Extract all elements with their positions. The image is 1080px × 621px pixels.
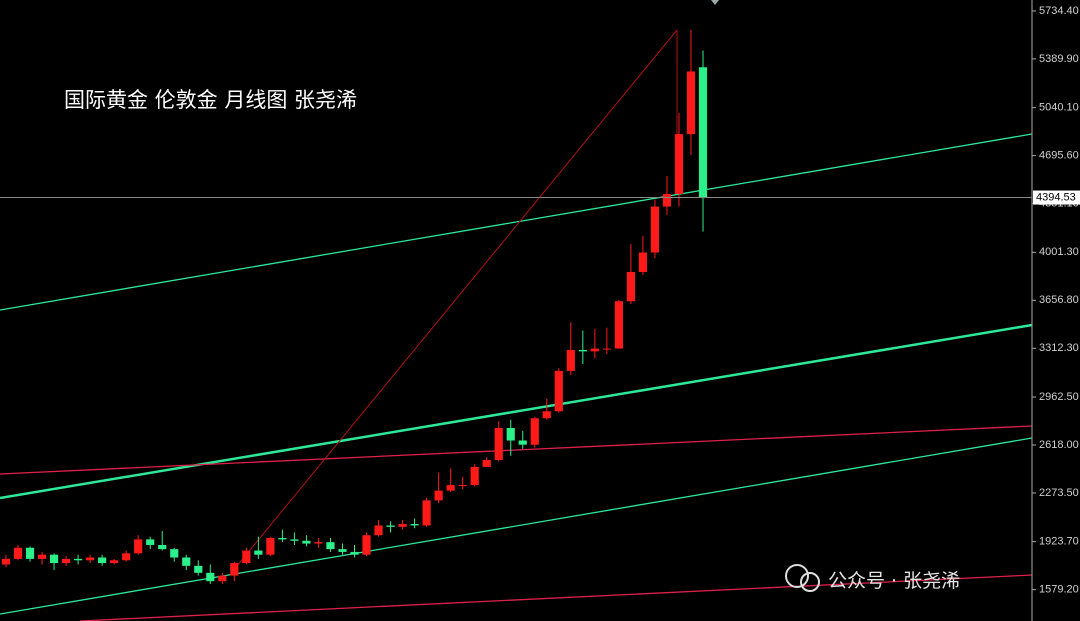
trend-lines (0, 29, 1033, 621)
y-tick-label: 3312.30 (1039, 342, 1079, 354)
y-tick-label: 2962.50 (1039, 391, 1079, 403)
candle-body (74, 558, 83, 561)
trend-line (79, 574, 1033, 621)
price-tag-bg (1033, 190, 1080, 205)
candle-body (122, 553, 131, 561)
watermark-icon (800, 572, 820, 592)
candle-body (686, 71, 696, 135)
overlay: 4394.53 (0, 190, 1080, 205)
candle-body (134, 539, 143, 554)
candle-body (626, 271, 635, 302)
candle-body (206, 572, 215, 582)
trend-line (0, 133, 1033, 311)
candle-body (506, 427, 515, 441)
candle-body (410, 524, 419, 526)
candle-body (266, 537, 275, 555)
candle-body (25, 547, 35, 559)
candle-body (482, 460, 491, 467)
y-tick-label: 1923.70 (1039, 536, 1079, 548)
trend-line (0, 425, 1033, 475)
marker (711, 0, 719, 5)
watermark: 公众号 · 张尧浠 (785, 564, 960, 592)
candle-body (218, 575, 227, 582)
y-axis: 5734.405389.905040.104695.604351.104001.… (1032, 5, 1079, 596)
candle-body (13, 547, 23, 559)
candle-body (494, 427, 503, 461)
candle-body (614, 301, 623, 349)
candle-body (194, 565, 203, 573)
candle-body (242, 550, 251, 564)
candle-body (278, 537, 287, 540)
y-tick-label: 4001.30 (1039, 246, 1079, 258)
candle-body (386, 525, 395, 527)
candle-body (602, 348, 611, 350)
candle-body (326, 542, 335, 550)
candle-body (446, 485, 455, 491)
y-tick-label: 5389.90 (1039, 53, 1079, 65)
plot-area (1, 29, 708, 584)
candle-body (422, 500, 431, 526)
candle-body (170, 549, 179, 558)
candle-body (518, 440, 527, 445)
candle-body (566, 349, 575, 371)
candle-body (662, 194, 672, 207)
candle-body (49, 554, 59, 564)
trend-line (0, 437, 1033, 615)
candle-body (554, 370, 563, 412)
y-tick-label: 5040.10 (1039, 102, 1079, 114)
candle-body (470, 466, 479, 486)
watermark-text: 公众号 · 张尧浠 (828, 570, 960, 592)
candle-body (110, 560, 119, 564)
candle-body (314, 542, 323, 544)
candle-body (638, 252, 647, 272)
candle-body (350, 551, 359, 555)
candle-body (398, 524, 407, 527)
trend-line (231, 29, 678, 573)
y-tick-label: 2273.50 (1039, 487, 1079, 499)
candle-body (86, 557, 95, 561)
candle-body (158, 544, 167, 550)
chart-title: 国际黄金 伦敦金 月线图 张尧浠 (64, 88, 357, 112)
candle-body (62, 558, 71, 564)
watermark-icon (785, 564, 809, 588)
candle-body (230, 563, 239, 576)
candle-body (650, 206, 660, 253)
candle-body (542, 411, 551, 419)
candle-body (1, 558, 11, 565)
y-tick-label: 1579.20 (1039, 584, 1079, 596)
candle-body (98, 557, 107, 564)
candle-body (530, 418, 539, 445)
candle-body (302, 540, 311, 544)
candle-body (254, 550, 263, 555)
candle-body (338, 549, 347, 552)
candle-body (698, 67, 708, 198)
y-tick-label: 4695.60 (1039, 150, 1079, 162)
candle-body (374, 525, 383, 536)
candle-body (674, 134, 684, 195)
candle-body (590, 348, 599, 352)
candle-body (362, 535, 371, 555)
y-tick-label: 5734.40 (1039, 5, 1079, 17)
candle-body (290, 539, 299, 541)
trend-line (0, 323, 1033, 500)
candle-body (37, 554, 47, 559)
y-tick-label: 3656.80 (1039, 294, 1079, 306)
candle-body (578, 349, 587, 352)
price-tag: 4394.53 (1036, 191, 1076, 203)
candle-body (182, 557, 191, 566)
candle-body (146, 539, 155, 545)
candle-body (434, 490, 443, 501)
y-tick-label: 2618.00 (1039, 439, 1079, 451)
candle-body (458, 485, 467, 487)
